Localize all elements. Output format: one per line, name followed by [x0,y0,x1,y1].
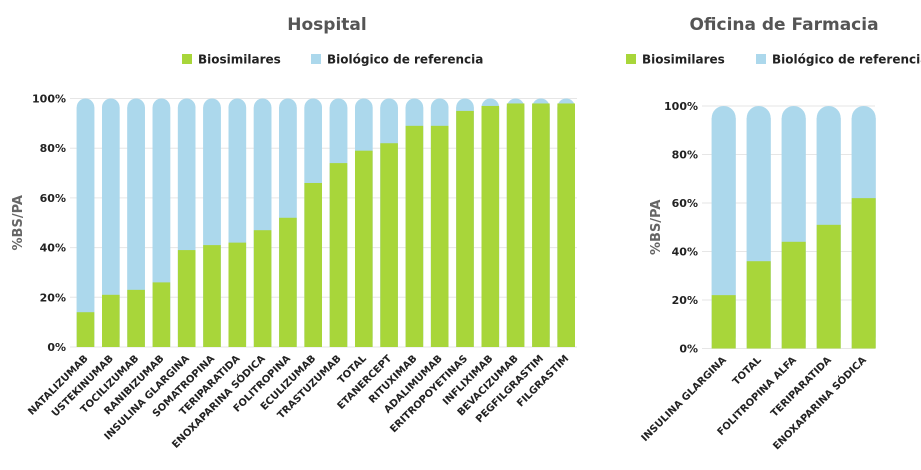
bar-biosimilares [405,125,424,348]
y-tick-label: 20% [40,291,66,304]
bar-referencia-body [76,107,95,347]
y-tick-label: 100% [664,100,698,113]
y-tick-label: 0% [47,341,66,354]
chart-hospital: Hospital Biosimilares Biológico de referen… [11,15,577,451]
bar-biosimilares [279,217,297,347]
y-axis-label: %BS/PA [11,195,26,250]
bar-biosimilares [781,241,806,349]
chart-title: Oficina de Farmacia [689,15,878,35]
y-tick-label: 40% [672,246,698,259]
legend-swatch [756,54,766,64]
bar-biosimilares [711,295,736,349]
bar-biosimilares [456,110,474,347]
x-tick-label: TOTAL [731,354,764,387]
bar-biosimilares [177,250,196,347]
legend-swatch [626,54,636,64]
bar-biosimilares [253,230,272,347]
bar-biosimilares [203,245,221,347]
chart-oficina-farmacia: Oficina de Farmacia Biosimilares Biológico… [626,15,921,452]
y-tick-label: 20% [672,294,698,307]
bar-biosimilares [532,103,550,347]
y-tick-label: 40% [40,242,66,255]
legend-label: Biosimilares [198,53,281,67]
chart-title: Hospital [287,15,366,35]
bar-biosimilares [228,242,247,347]
bar-biosimilares [329,163,348,347]
bar-referencia-body [127,107,145,347]
y-tick-label: 60% [40,192,66,205]
bar-referencia-body [102,107,120,347]
bar-biosimilares [152,282,171,347]
legend-label: Biológico de referencia [327,53,483,67]
legend-swatch [182,54,192,64]
bar-biosimilares [127,289,145,347]
bar-biosimilares [746,261,771,349]
bar-biosimilares [102,294,120,347]
bar-biosimilares [76,312,95,347]
y-tick-label: 0% [679,343,698,356]
bar-biosimilares [851,198,876,349]
legend-swatch [311,54,321,64]
y-tick-label: 80% [40,142,66,155]
bar-biosimilares [430,125,449,348]
bar-biosimilares [506,103,525,347]
y-tick-label: 80% [672,149,698,162]
y-axis-label: %BS/PA [649,200,664,255]
y-tick-label: 60% [672,197,698,210]
y-tick-label: 100% [32,93,66,106]
bar-biosimilares [355,150,373,347]
bar-biosimilares [816,224,841,349]
bar-biosimilares [304,182,322,347]
legend-label: Biológico de referencia [772,53,921,67]
legend-label: Biosimilares [642,53,725,67]
bar-biosimilares [481,105,500,347]
bar-biosimilares [380,143,398,347]
bar-biosimilares [557,103,575,347]
x-tick-label: TERIPARATIDA [769,355,834,420]
